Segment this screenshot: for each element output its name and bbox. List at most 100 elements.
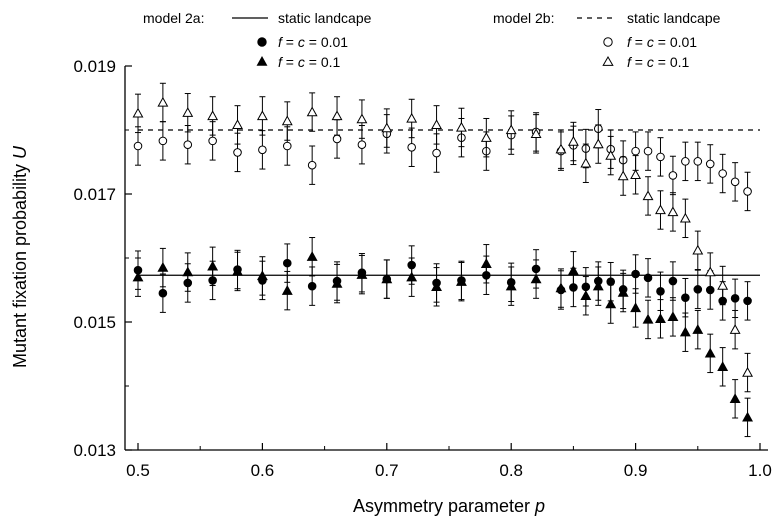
x-tick-label: 0.9 bbox=[624, 461, 648, 480]
data-point-circle bbox=[705, 159, 715, 169]
data-point-triangle bbox=[580, 290, 592, 300]
data-point-triangle bbox=[132, 107, 144, 118]
data-point-triangle bbox=[256, 270, 268, 281]
data-point-triangle bbox=[592, 138, 604, 149]
series-model-2b-triangle-0p1 bbox=[132, 82, 754, 393]
legend-right-triangle-marker bbox=[602, 55, 614, 66]
data-point-circle bbox=[668, 276, 678, 286]
y-tick-label: 0.017 bbox=[73, 185, 116, 204]
y-tick-label: 0.015 bbox=[73, 313, 116, 332]
data-point-triangle bbox=[555, 282, 567, 293]
data-point-triangle bbox=[455, 121, 467, 132]
data-point-triangle bbox=[617, 170, 629, 181]
data-point-triangle bbox=[704, 266, 716, 277]
data-point-triangle bbox=[679, 326, 691, 337]
data-point-circle bbox=[158, 288, 168, 298]
data-point-triangle bbox=[742, 411, 754, 422]
data-point-triangle bbox=[605, 298, 617, 309]
data-point-circle bbox=[643, 146, 653, 156]
data-point-triangle bbox=[157, 96, 169, 107]
data-point-circle bbox=[631, 269, 640, 279]
data-point-triangle bbox=[667, 311, 679, 322]
y-tick-label: 0.013 bbox=[73, 441, 116, 460]
data-point-circle bbox=[718, 169, 727, 178]
data-point-circle bbox=[233, 148, 242, 157]
x-tick-label: 1.0 bbox=[748, 461, 772, 480]
data-point-triangle bbox=[431, 119, 443, 130]
legend-right-circle-marker bbox=[603, 37, 613, 47]
data-point-triangle bbox=[480, 132, 492, 142]
legend-right-model: model 2b: bbox=[493, 10, 554, 26]
data-point-triangle bbox=[256, 110, 268, 121]
data-point-circle bbox=[730, 294, 740, 303]
data-point-triangle bbox=[232, 119, 243, 130]
data-point-triangle bbox=[617, 286, 629, 297]
data-point-triangle bbox=[157, 261, 169, 272]
data-point-circle bbox=[656, 152, 665, 162]
data-point-triangle bbox=[692, 324, 704, 334]
legend-right-triangle-label: f = c = 0.1 bbox=[627, 54, 689, 70]
data-point-triangle bbox=[717, 279, 729, 290]
series-model-2a-circle-0p01 bbox=[133, 243, 752, 321]
data-point-triangle bbox=[729, 324, 741, 334]
y-axis-title: Mutant fixation probability U bbox=[10, 145, 30, 368]
legend-left-model: model 2a: bbox=[143, 10, 204, 26]
data-point-circle bbox=[693, 285, 703, 294]
x-tick-label: 0.6 bbox=[251, 461, 275, 480]
data-point-circle bbox=[282, 141, 292, 151]
data-point-triangle bbox=[207, 260, 219, 271]
data-point-circle bbox=[208, 136, 217, 146]
data-point-circle bbox=[258, 145, 267, 155]
data-point-circle bbox=[730, 177, 740, 187]
data-point-triangle bbox=[505, 124, 517, 135]
data-point-circle bbox=[656, 286, 665, 296]
data-point-triangle bbox=[356, 113, 368, 124]
data-point-triangle bbox=[592, 280, 604, 291]
data-point-triangle bbox=[655, 204, 666, 215]
axes: 0.013 0.015 0.017 0.019 0.5 0.6 0.7 0.8 0.9 1.0 bbox=[73, 57, 771, 480]
data-point-triangle bbox=[331, 110, 343, 121]
data-point-circle bbox=[332, 134, 342, 144]
data-point-triangle bbox=[580, 157, 592, 168]
legend-left-triangle-marker bbox=[256, 55, 268, 66]
data-point-triangle bbox=[381, 122, 393, 133]
data-point-triangle bbox=[567, 135, 579, 146]
data-point-circle bbox=[133, 141, 143, 151]
data-point-triangle bbox=[406, 112, 418, 123]
data-point-triangle bbox=[281, 115, 293, 126]
data-point-triangle bbox=[406, 271, 418, 282]
data-point-triangle bbox=[655, 313, 666, 323]
data-point-triangle bbox=[356, 269, 368, 279]
data-point-triangle bbox=[605, 149, 617, 160]
data-point-circle bbox=[307, 281, 317, 291]
data-point-triangle bbox=[182, 107, 194, 117]
data-point-triangle bbox=[679, 212, 691, 223]
data-point-triangle bbox=[530, 273, 542, 284]
x-tick-label: 0.8 bbox=[499, 461, 523, 480]
data-point-circle bbox=[183, 140, 193, 150]
data-point-triangle bbox=[717, 361, 729, 371]
data-point-triangle bbox=[207, 110, 219, 121]
data-point-triangle bbox=[555, 143, 567, 154]
data-point-triangle bbox=[306, 251, 318, 261]
legend-left-triangle-label: f = c = 0.1 bbox=[278, 54, 340, 70]
data-point-circle bbox=[643, 273, 653, 283]
data-point-circle bbox=[307, 160, 317, 170]
data-point-triangle bbox=[505, 280, 517, 291]
data-point-circle bbox=[158, 136, 168, 146]
legend-left-line-label: static landcape bbox=[278, 10, 372, 26]
data-point-triangle bbox=[567, 265, 579, 275]
data-point-triangle bbox=[281, 285, 293, 295]
series-model-2b-circle-0p01 bbox=[133, 109, 752, 212]
data-point-triangle bbox=[182, 266, 194, 277]
data-point-triangle bbox=[232, 265, 243, 276]
data-point-circle bbox=[407, 142, 416, 152]
data-point-triangle bbox=[729, 393, 741, 403]
data-point-triangle bbox=[667, 206, 679, 217]
data-point-circle bbox=[743, 296, 752, 306]
data-point-triangle bbox=[642, 313, 654, 324]
data-point-circle bbox=[681, 157, 690, 166]
data-points bbox=[132, 82, 754, 438]
data-point-triangle bbox=[630, 169, 642, 179]
